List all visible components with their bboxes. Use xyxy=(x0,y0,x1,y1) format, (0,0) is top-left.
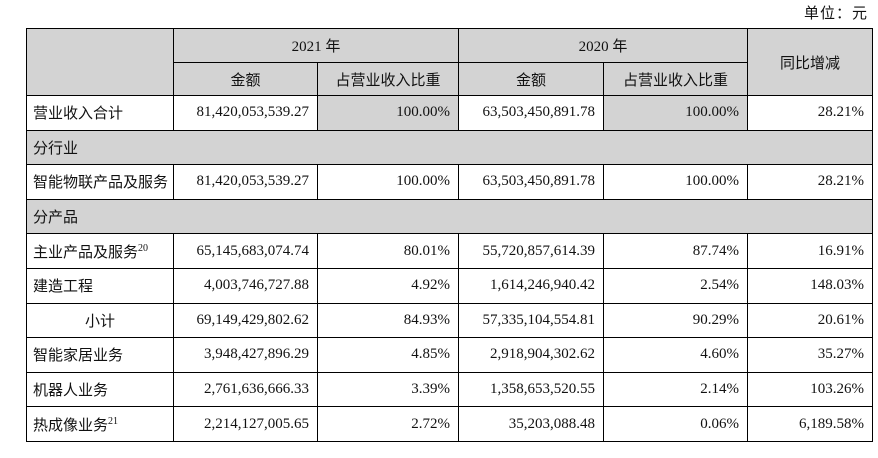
row-label-cell: 智能家居业务 xyxy=(26,337,174,373)
amount-2020-cell: 63,503,450,891.78 xyxy=(458,164,605,200)
row-label-cell: 机器人业务 xyxy=(26,371,174,408)
table-row: 智能家居业务 3,948,427,896.29 4.85% 2,918,904,302… xyxy=(26,337,874,373)
ratio-2021-cell: 100.00% xyxy=(316,95,460,131)
row-label: 主业产品及服务 xyxy=(33,244,139,261)
ratio-2020-cell: 2.54% xyxy=(603,267,749,304)
section-label: 分行业 xyxy=(25,129,874,166)
ratio-2021-cell: 4.85% xyxy=(316,337,460,373)
section-label: 分产品 xyxy=(25,198,874,235)
table-row: 营业收入合计 81,420,053,539.27 100.00% 63,503,450… xyxy=(26,95,874,131)
amount-2020-cell: 55,720,857,614.39 xyxy=(458,233,605,269)
amount-2021-cell: 81,420,053,539.27 xyxy=(173,95,318,131)
table-body: 营业收入合计 81,420,053,539.27 100.00% 63,503,450… xyxy=(25,95,874,442)
year-2021-header: 2021 年 xyxy=(172,28,460,63)
yoy-cell: 20.61% xyxy=(747,302,874,339)
row-label: 智能物联产品及服务 xyxy=(33,175,169,192)
row-label: 智能家居业务 xyxy=(33,348,124,365)
yoy-cell: 35.27% xyxy=(747,337,874,373)
amount-2021-cell: 69,149,429,802.62 xyxy=(173,302,318,339)
amount-2020-cell: 1,614,246,940.42 xyxy=(458,267,605,304)
amount-2020-header: 金额 xyxy=(458,62,605,96)
year-header-row: 2021 年 2020 年 同比增减 xyxy=(26,28,874,96)
table-row: 热成像业务21 2,214,127,005.65 2.72% 35,203,088.4… xyxy=(26,406,874,442)
amount-2021-header: 金额 xyxy=(173,62,318,96)
amount-2020-cell: 63,503,450,891.78 xyxy=(458,95,605,131)
amount-2021-cell: 2,214,127,005.65 xyxy=(173,406,318,442)
yoy-cell: 16.91% xyxy=(747,233,874,269)
ratio-2021-cell: 2.72% xyxy=(316,406,460,442)
subheader-row: 金额 占营业收入比重 金额 占营业收入比重 xyxy=(27,62,873,96)
row-label-cell: 智能物联产品及服务 xyxy=(26,164,174,200)
yoy-cell: 28.21% xyxy=(747,95,874,131)
amount-2020-cell: 2,918,904,302.62 xyxy=(458,337,605,373)
ratio-2021-header: 占营业收入比重 xyxy=(316,62,460,96)
row-label-cell: 主业产品及服务20 xyxy=(26,233,174,269)
section-row: 分行业 xyxy=(25,129,874,166)
row-label: 小计 xyxy=(84,313,115,330)
amount-2020-cell: 57,335,104,554.81 xyxy=(458,302,605,339)
row-label: 机器人业务 xyxy=(33,383,109,400)
amount-2020-cell: 1,358,653,520.55 xyxy=(458,371,605,408)
row-label-cell: 热成像业务21 xyxy=(26,406,174,442)
ratio-2021-cell: 80.01% xyxy=(316,233,460,269)
ratio-2021-cell: 100.00% xyxy=(316,164,460,200)
footnote-ref: 20 xyxy=(138,242,149,254)
ratio-2020-cell: 90.29% xyxy=(603,302,749,339)
ratio-2021-cell: 3.39% xyxy=(316,371,460,408)
row-label: 热成像业务 xyxy=(33,417,109,434)
amount-2021-cell: 2,761,636,666.33 xyxy=(173,371,318,408)
table-row: 主业产品及服务20 65,145,683,074.74 80.01% 55,720,8… xyxy=(26,233,874,269)
table-row: 机器人业务 2,761,636,666.33 3.39% 1,358,653,520.… xyxy=(26,371,874,408)
unit-label: 单位：元 xyxy=(803,6,868,22)
ratio-2021-cell: 84.93% xyxy=(316,302,460,339)
ratio-2020-cell: 0.06% xyxy=(603,406,749,442)
yoy-header: 同比增减 xyxy=(747,28,874,96)
corner-empty-cell xyxy=(26,28,174,96)
amount-2020-cell: 35,203,088.48 xyxy=(458,406,605,442)
yoy-cell: 28.21% xyxy=(747,164,874,200)
ratio-2020-cell: 100.00% xyxy=(603,164,749,200)
table-row: 小计 69,149,429,802.62 84.93% 57,335,104,554.… xyxy=(26,302,874,339)
ratio-2020-header: 占营业收入比重 xyxy=(603,62,749,96)
ratio-2021-cell: 4.92% xyxy=(316,267,460,304)
ratio-2020-cell: 87.74% xyxy=(603,233,749,269)
row-label-cell: 建造工程 xyxy=(26,267,174,304)
yoy-cell: 103.26% xyxy=(747,371,874,408)
yoy-cell: 6,189.58% xyxy=(747,406,874,442)
amount-2021-cell: 4,003,746,727.88 xyxy=(173,267,318,304)
footnote-ref: 21 xyxy=(108,415,119,427)
row-label: 建造工程 xyxy=(33,279,94,296)
yoy-cell: 148.03% xyxy=(747,267,874,304)
table-row: 智能物联产品及服务 81,420,053,539.27 100.00% 63,503,… xyxy=(26,164,874,200)
amount-2021-cell: 81,420,053,539.27 xyxy=(173,164,318,200)
ratio-2020-cell: 100.00% xyxy=(603,95,749,131)
year-2020-header: 2020 年 xyxy=(458,28,749,63)
amount-2021-cell: 65,145,683,074.74 xyxy=(173,233,318,269)
row-label: 营业收入合计 xyxy=(33,106,124,123)
amount-2021-cell: 3,948,427,896.29 xyxy=(173,337,318,373)
table-row: 建造工程 4,003,746,727.88 4.92% 1,614,246,940.4… xyxy=(26,267,874,304)
revenue-breakdown-table: 2021 年 2020 年 同比增减 金额 占营业收入比重 金额 占营业收入比重… xyxy=(25,28,874,442)
row-label-cell: 小计 xyxy=(26,302,174,339)
row-label-cell: 营业收入合计 xyxy=(26,95,174,131)
ratio-2020-cell: 2.14% xyxy=(603,371,749,408)
ratio-2020-cell: 4.60% xyxy=(603,337,749,373)
section-row: 分产品 xyxy=(25,198,874,235)
